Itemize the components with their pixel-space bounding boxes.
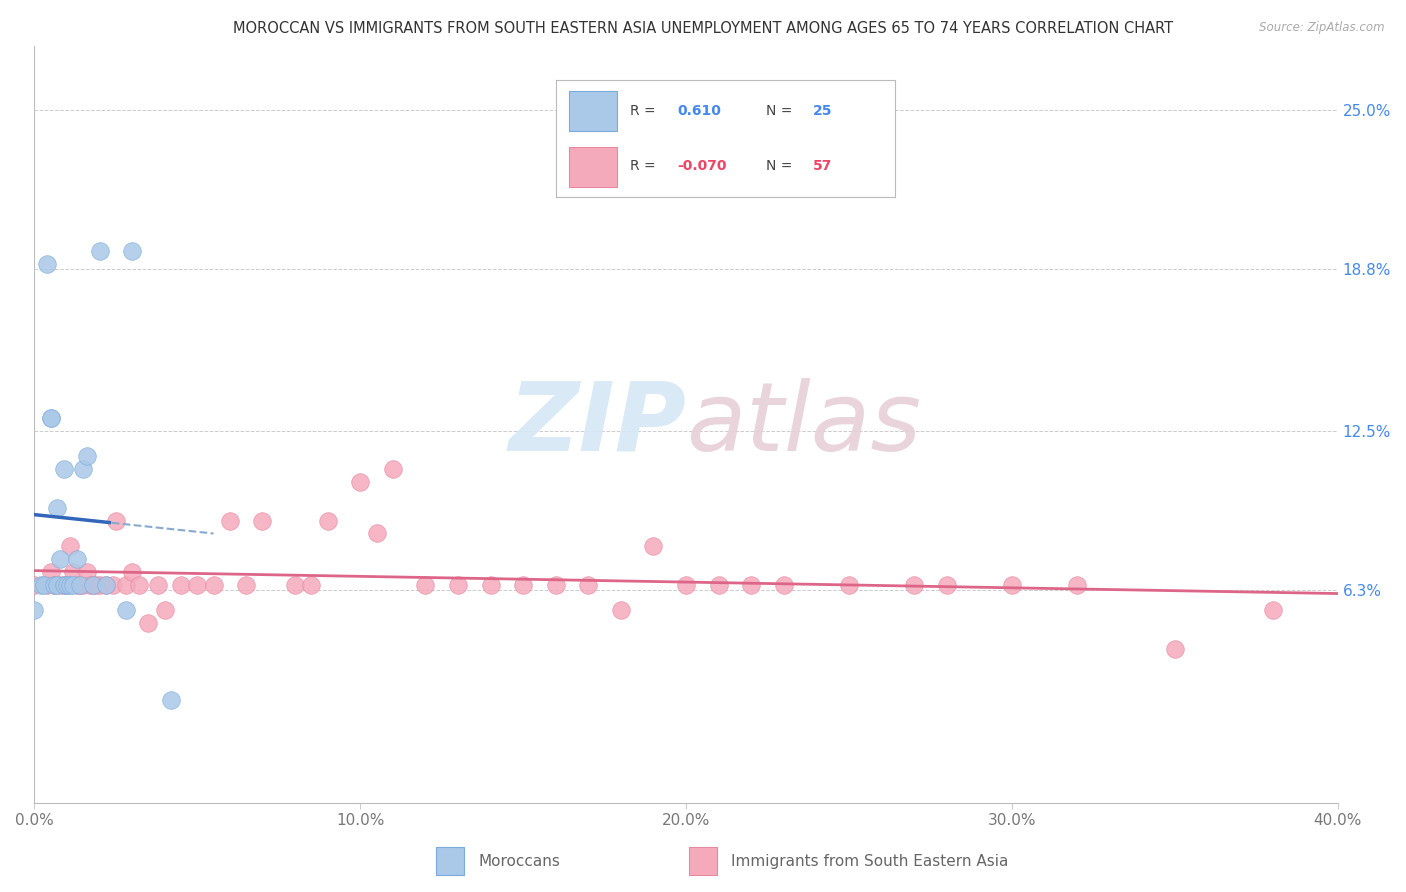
Point (381, 462, 404, 476)
Point (148, 577, 170, 591)
Point (56, 577, 79, 591)
Point (22, 577, 45, 591)
Point (772, 577, 794, 591)
Point (22, 603, 45, 617)
Point (838, 577, 860, 591)
Point (56, 577, 79, 591)
Point (447, 577, 470, 591)
Point (349, 475, 371, 489)
Point (284, 577, 307, 591)
Point (82, 577, 104, 591)
Point (101, 577, 124, 591)
Text: Source: ZipAtlas.com: Source: ZipAtlas.com (1260, 21, 1385, 34)
Point (82, 577, 104, 591)
Point (49, 552, 72, 566)
Point (39, 411, 62, 425)
Point (643, 539, 665, 553)
Point (66, 552, 89, 566)
Point (1001, 577, 1024, 591)
Point (138, 615, 160, 630)
Point (576, 577, 599, 591)
Point (30, 577, 52, 591)
Point (72, 577, 94, 591)
Point (59, 577, 82, 591)
Point (1261, 603, 1284, 617)
Point (170, 577, 193, 591)
Point (52, 462, 75, 476)
Point (72, 462, 94, 476)
Text: Immigrants from South Eastern Asia: Immigrants from South Eastern Asia (731, 854, 1008, 869)
Point (79, 577, 101, 591)
Point (610, 603, 633, 617)
Point (94, 577, 117, 591)
Point (299, 577, 322, 591)
Point (675, 577, 697, 591)
Text: atlas: atlas (686, 378, 921, 471)
Point (202, 577, 225, 591)
Point (366, 526, 388, 541)
Point (219, 514, 242, 528)
Point (707, 577, 730, 591)
Point (39, 411, 62, 425)
Point (46, 577, 69, 591)
Point (52, 577, 75, 591)
Point (76, 450, 98, 464)
Point (1066, 577, 1088, 591)
Bar (436, 847, 464, 875)
Point (62, 565, 84, 579)
Point (46, 500, 69, 515)
Point (1164, 641, 1187, 656)
Point (121, 565, 143, 579)
Point (415, 577, 437, 591)
Bar (689, 847, 717, 875)
Point (69, 577, 91, 591)
Text: MOROCCAN VS IMMIGRANTS FROM SOUTH EASTERN ASIA UNEMPLOYMENT AMONG AGES 65 TO 74 : MOROCCAN VS IMMIGRANTS FROM SOUTH EASTER… (233, 21, 1173, 36)
Point (89, 577, 111, 591)
Point (114, 603, 136, 617)
Point (69, 577, 91, 591)
Point (37, 577, 59, 591)
Point (104, 514, 127, 528)
Point (160, 693, 183, 707)
Point (89, 244, 111, 259)
Point (49, 577, 72, 591)
Point (512, 577, 534, 591)
Point (84, 577, 107, 591)
Point (479, 577, 502, 591)
Point (903, 577, 925, 591)
Point (121, 244, 143, 259)
Point (128, 577, 150, 591)
Point (42, 577, 65, 591)
Point (42, 577, 65, 591)
Point (740, 577, 762, 591)
Text: Moroccans: Moroccans (478, 854, 560, 869)
Point (252, 514, 274, 528)
Point (62, 577, 84, 591)
Point (66, 577, 89, 591)
Point (76, 565, 98, 579)
Point (52, 577, 75, 591)
Text: ZIP: ZIP (508, 378, 686, 471)
Point (235, 577, 257, 591)
Point (94, 577, 117, 591)
Point (316, 514, 339, 528)
Point (32, 577, 55, 591)
Point (935, 577, 957, 591)
Point (37, 257, 59, 271)
Point (39, 565, 62, 579)
Point (186, 577, 208, 591)
Point (59, 539, 82, 553)
Point (114, 577, 136, 591)
Point (544, 577, 567, 591)
Point (153, 603, 176, 617)
